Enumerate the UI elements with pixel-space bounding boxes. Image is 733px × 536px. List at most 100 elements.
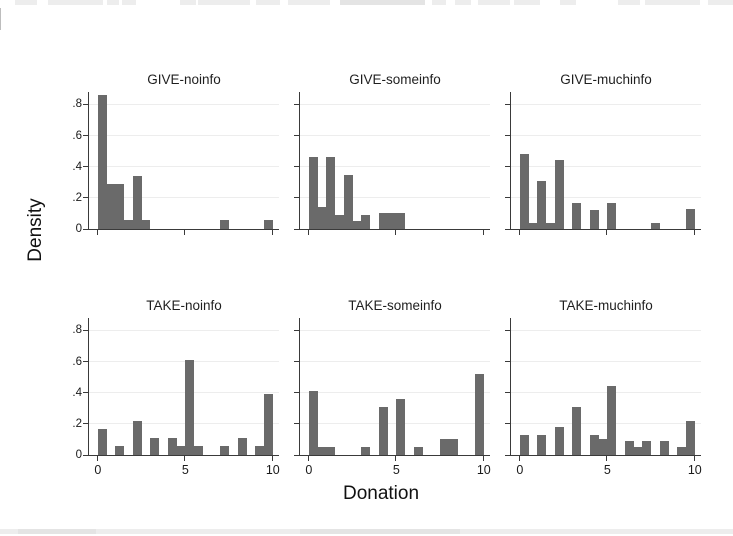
histogram-bar <box>607 203 616 229</box>
histogram-bar <box>396 213 405 229</box>
screenshot-artifact <box>432 0 446 5</box>
x-axis-label: Donation <box>342 483 420 504</box>
x-tick-label: 5 <box>392 463 400 477</box>
x-axis-tick <box>271 230 273 235</box>
gridline <box>300 423 490 425</box>
y-axis-tick <box>505 454 510 456</box>
panel-title: TAKE-someinfo <box>348 298 442 313</box>
histogram-bar <box>318 207 326 229</box>
histogram-panel-give-muchinfo: GIVE-muchinfo <box>505 72 701 235</box>
y-axis-tick <box>505 392 510 394</box>
gridline <box>89 361 279 363</box>
screenshot-artifact <box>478 0 510 5</box>
histogram-bar <box>555 160 564 229</box>
histogram-bar <box>361 215 370 229</box>
histogram-bar <box>150 438 159 455</box>
screenshot-artifact <box>560 0 576 5</box>
histogram-bar <box>677 447 686 455</box>
histogram-bar <box>264 394 273 455</box>
histogram-panel-give-someinfo: GIVE-someinfo <box>294 72 490 235</box>
y-axis-tick <box>505 361 510 363</box>
histogram-bar <box>572 407 581 455</box>
histogram-bar <box>686 209 695 229</box>
histogram-bar <box>115 446 124 455</box>
y-axis-tick <box>505 135 510 137</box>
screenshot-artifact <box>15 0 37 5</box>
histogram-bar <box>660 441 669 455</box>
screenshot-artifact <box>18 529 96 534</box>
gridline <box>300 392 490 394</box>
x-axis-tick <box>307 230 309 235</box>
x-tick-label: 10 <box>265 463 280 477</box>
gridline <box>511 103 701 105</box>
x-tick-label: 10 <box>687 463 702 477</box>
y-tick-label: 0 <box>75 223 82 235</box>
histogram-bar <box>625 441 634 455</box>
x-axis-tick <box>395 230 397 235</box>
y-axis-tick <box>505 103 510 105</box>
histogram-bar <box>607 386 616 455</box>
histogram-bar <box>238 438 247 455</box>
histogram-bar <box>185 360 194 455</box>
histogram-bar <box>98 429 107 455</box>
histogram-bar <box>634 447 642 455</box>
gridline <box>511 423 701 425</box>
x-axis-tick <box>307 456 309 461</box>
y-axis-tick <box>83 166 88 168</box>
x-tick-label: 0 <box>516 463 524 477</box>
y-axis-tick <box>294 135 299 137</box>
histogram-bar <box>264 220 273 229</box>
gridline <box>511 135 701 137</box>
y-axis-tick <box>294 423 299 425</box>
y-axis-tick <box>294 166 299 168</box>
x-axis-tick <box>184 456 186 461</box>
y-tick-label: 0 <box>75 449 82 461</box>
histogram-bar <box>449 439 458 455</box>
histogram-panel-take-muchinfo: TAKE-muchinfo 0 5 10 <box>505 298 702 477</box>
y-axis-tick <box>83 361 88 363</box>
x-tick-label: 0 <box>94 463 102 477</box>
gridline <box>300 361 490 363</box>
gridline <box>89 329 279 331</box>
screenshot-artifact <box>107 0 119 5</box>
x-axis-tick <box>482 230 484 235</box>
histogram-panel-give-noinfo: GIVE-noinfo 0 .2 .4 .6 .8 <box>72 72 279 235</box>
histogram-bar <box>414 447 423 455</box>
panel-title: GIVE-noinfo <box>147 72 221 87</box>
y-axis-tick <box>294 197 299 199</box>
histogram-bar <box>396 399 405 455</box>
screenshot-artifact <box>198 0 250 5</box>
histogram-bar <box>651 223 660 229</box>
x-tick-label: 5 <box>603 463 611 477</box>
panel-title: GIVE-muchinfo <box>560 72 652 87</box>
x-tick-label: 5 <box>181 463 189 477</box>
screenshot-artifact <box>514 0 540 5</box>
histogram-bar <box>98 95 107 229</box>
y-axis-tick <box>505 423 510 425</box>
x-axis-tick <box>271 456 273 461</box>
screenshot-artifact <box>122 0 136 5</box>
histogram-bar <box>318 447 326 455</box>
gridline <box>300 103 490 105</box>
panel-title: TAKE-noinfo <box>146 298 222 313</box>
gridline <box>89 135 279 137</box>
histogram-bar <box>599 439 607 455</box>
histogram-bar <box>388 213 396 229</box>
histogram-bar <box>220 446 229 455</box>
histogram-panel-take-noinfo: TAKE-noinfo 0 .2 .4 .6 .8 0 5 10 <box>72 298 279 477</box>
histogram-bar <box>133 176 142 229</box>
gridline <box>300 329 490 331</box>
histogram-bar <box>590 435 599 455</box>
histogram-bar <box>537 181 546 229</box>
x-axis-tick <box>482 456 484 461</box>
histogram-bar <box>326 157 335 229</box>
histogram-panel-take-someinfo: TAKE-someinfo 0 5 10 <box>294 298 491 477</box>
x-axis-tick <box>518 456 520 461</box>
y-tick-label: .8 <box>72 98 82 111</box>
histogram-bar <box>686 421 695 455</box>
y-axis-tick <box>83 228 88 230</box>
histogram-bar <box>194 446 203 455</box>
histogram-bar <box>124 220 133 229</box>
gridline <box>300 135 490 137</box>
histogram-bar <box>520 435 529 455</box>
